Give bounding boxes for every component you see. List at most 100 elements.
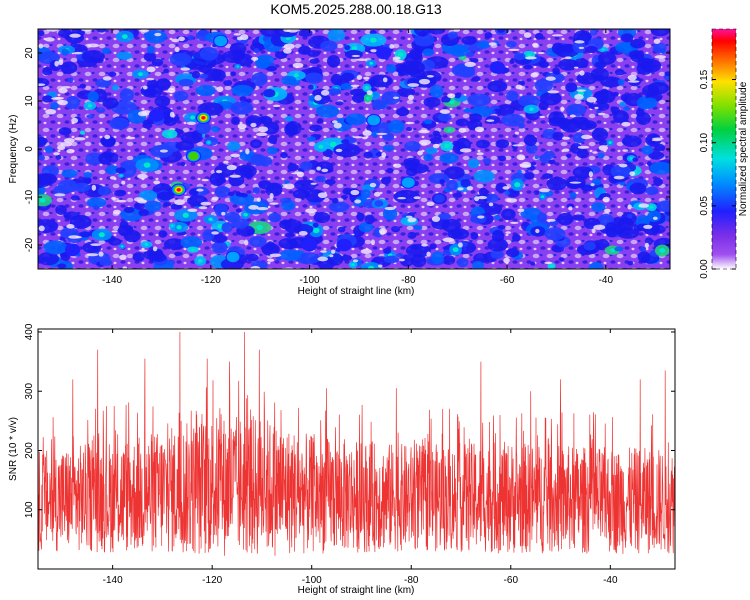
heatmap-cell <box>544 261 553 265</box>
x-tick-label: -40 <box>603 575 618 586</box>
heatmap-cell <box>428 29 446 35</box>
heatmap-cell <box>147 79 159 89</box>
heatmap-cell <box>265 182 283 197</box>
heatmap-cell <box>600 76 622 88</box>
heatmap-cell <box>266 146 278 155</box>
heatmap-cell <box>350 189 360 196</box>
heatmap-cell <box>546 176 568 191</box>
heatmap-hotspots <box>64 34 505 264</box>
heatmap-cell <box>229 174 241 178</box>
heatmap-cell <box>433 133 442 139</box>
heatmap-cell <box>61 48 69 56</box>
heatmap-cell <box>156 191 175 201</box>
heatmap-cell <box>523 32 532 38</box>
heatmap-cell <box>252 186 260 194</box>
heatmap-cell <box>318 144 324 149</box>
heatmap-cell <box>46 29 59 32</box>
heatmap-cell <box>86 253 99 257</box>
heatmap-cell <box>123 229 141 243</box>
heatmap-cell <box>326 54 341 68</box>
heatmap-cell <box>321 168 329 173</box>
heatmap-cell <box>506 40 517 48</box>
heatmap-cell <box>191 70 201 79</box>
heatmap-cell <box>111 84 119 91</box>
heatmap-cell <box>234 164 257 178</box>
heatmap-cell <box>486 193 499 203</box>
heatmap-cell <box>146 45 156 54</box>
heatmap-cell <box>86 114 95 119</box>
heatmap-cell <box>154 95 171 108</box>
heatmap-cell <box>358 222 374 233</box>
heatmap-cell <box>317 256 329 262</box>
heatmap-cell <box>514 182 521 188</box>
heatmap-cell <box>382 145 395 152</box>
heatmap-cell <box>116 51 133 60</box>
heatmap-cell <box>370 239 375 246</box>
heatmap-cell <box>417 150 423 156</box>
heatmap-cell <box>407 83 420 87</box>
heatmap-cell <box>121 34 128 39</box>
heatmap-cell <box>467 93 491 107</box>
heatmap-cell <box>293 224 314 235</box>
heatmap-cell <box>198 206 208 210</box>
heatmap-cell <box>255 54 275 65</box>
heatmap-cell <box>263 89 276 98</box>
heatmap-cell <box>38 155 46 161</box>
heatmap-cell <box>405 121 415 125</box>
heatmap-cell <box>551 34 563 37</box>
heatmap-cell <box>467 158 480 169</box>
heatmap-cell <box>180 67 191 71</box>
heatmap-cell <box>138 209 149 217</box>
heatmap-cell <box>397 52 404 57</box>
heatmap-cell <box>450 229 463 238</box>
heatmap-cell <box>432 143 440 149</box>
heatmap-cell <box>42 66 53 76</box>
heatmap-cell <box>287 163 299 172</box>
heatmap-cell <box>283 29 291 33</box>
heatmap-cell <box>60 61 78 74</box>
heatmap-cell <box>310 182 317 185</box>
heatmap-cell <box>381 176 391 185</box>
heatmap-cell <box>324 179 336 185</box>
heatmap-hotspot <box>336 238 352 252</box>
heatmap-cell <box>464 61 476 68</box>
heatmap-cell <box>441 95 451 103</box>
snr-panel: -140 -120 -100 -80 -60 -40 100 200 300 400 Heigh… <box>8 323 676 596</box>
heatmap-cell <box>154 32 162 37</box>
heatmap-cell <box>597 196 603 201</box>
heatmap-cell <box>299 161 313 171</box>
heatmap-cell <box>141 110 151 116</box>
heatmap-cell <box>240 34 249 41</box>
heatmap-cell <box>155 78 171 91</box>
heatmap-cell <box>397 87 416 98</box>
heatmap-cell <box>298 29 313 37</box>
heatmap-cell <box>560 106 565 112</box>
y-tick-label: 10 <box>24 95 35 107</box>
heatmap-cell <box>178 78 194 87</box>
heatmap-cell <box>70 42 78 48</box>
heatmap-cell <box>388 119 405 134</box>
heatmap-cell <box>245 148 250 155</box>
heatmap-cell <box>506 198 518 203</box>
heatmap-cell <box>584 45 598 54</box>
heatmap-cell <box>178 36 185 42</box>
heatmap-cell <box>588 171 594 178</box>
heatmap-cell <box>535 32 544 40</box>
heatmap-cell <box>378 264 383 268</box>
heatmap-cell <box>650 224 666 234</box>
heatmap-cell <box>279 249 302 261</box>
heatmap-cell <box>385 64 397 73</box>
heatmap-cell <box>542 173 553 179</box>
heatmap-cell <box>560 43 577 53</box>
heatmap-cell <box>498 155 507 162</box>
heatmap-cell <box>460 179 471 188</box>
heatmap-cell <box>268 134 278 144</box>
snr-x-axis: -140 -120 -100 -80 -60 -40 <box>103 329 618 586</box>
heatmap-cell <box>235 191 241 196</box>
heatmap-cell <box>629 157 634 160</box>
heatmap-cell <box>581 134 592 140</box>
heatmap-cell <box>73 182 91 193</box>
heatmap-cell <box>221 222 233 233</box>
heatmap-cell <box>180 236 203 249</box>
heatmap-cell <box>630 38 646 49</box>
